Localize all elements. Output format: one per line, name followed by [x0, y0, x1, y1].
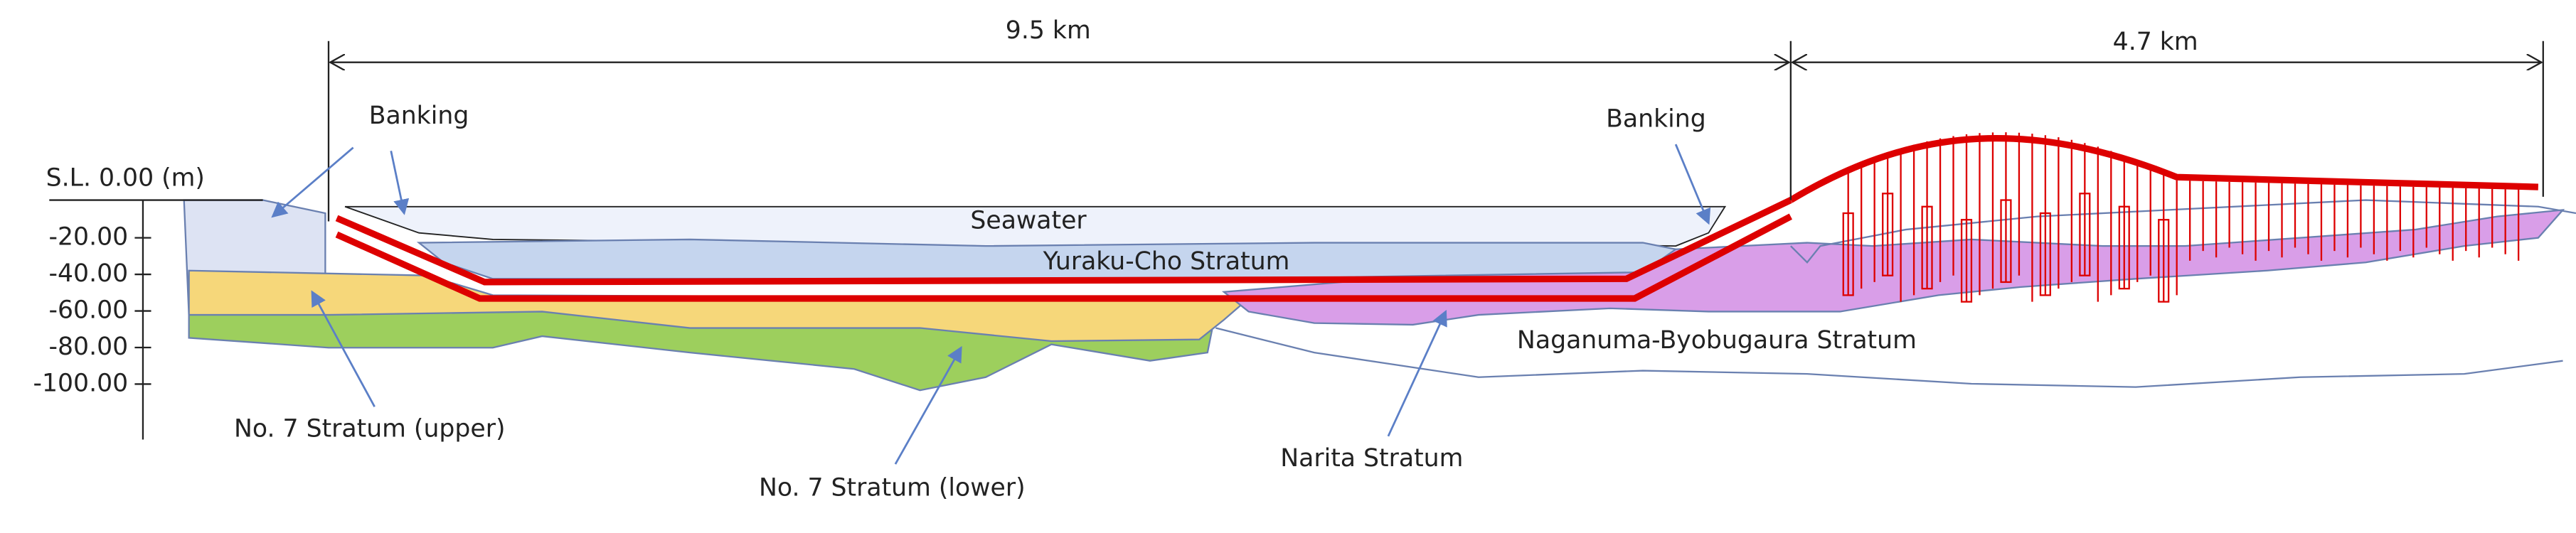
arrow	[1674, 144, 1711, 225]
yuraku-cho-layer	[416, 238, 1678, 280]
label: Naganuma-Byobugaura Stratum	[1517, 326, 1917, 355]
label: No. 7 Stratum (upper)	[234, 415, 505, 443]
pile	[2079, 193, 2091, 276]
arrow	[1387, 309, 1447, 437]
arrow	[390, 151, 410, 215]
pile	[2000, 199, 2012, 284]
arrow	[271, 146, 354, 218]
arrow	[311, 290, 376, 407]
pile	[2158, 219, 2170, 303]
label: Narita Stratum	[1280, 444, 1463, 473]
pile	[2039, 212, 2051, 296]
label: Seawater	[970, 207, 1087, 235]
tick-label: -80.00	[48, 333, 128, 361]
dimension-label: 9.5 km	[1006, 16, 1091, 45]
label: Yuraku-Cho Stratum	[1043, 247, 1290, 276]
pile	[1921, 205, 1933, 290]
label: No. 7 Stratum (lower)	[759, 474, 1026, 502]
label: Banking	[369, 102, 469, 130]
tick-label: -20.00	[48, 223, 128, 252]
pile	[2118, 205, 2130, 290]
pile	[1960, 219, 1973, 303]
tunnel-lower	[335, 213, 1792, 302]
lower-boundary	[1215, 327, 2563, 388]
arrow	[894, 345, 962, 465]
dimension-label: 4.7 km	[2113, 28, 2198, 56]
upper-boundary	[1790, 199, 2576, 264]
axis-title: S.L. 0.00 (m)	[46, 164, 205, 193]
bridge-piers	[1842, 132, 2520, 303]
label: Banking	[1606, 104, 1706, 133]
tick-label: -40.00	[48, 259, 128, 288]
tunnel-upper	[335, 197, 1792, 286]
pile	[1842, 212, 1854, 296]
bridge-deck	[1789, 135, 2538, 203]
depth-ticks: -20.00 -40.00 -60.00 -80.00 -100.00	[33, 223, 151, 397]
tick-label: -100.00	[33, 369, 128, 397]
tick-label: -60.00	[48, 296, 128, 325]
pile	[1882, 193, 1894, 276]
